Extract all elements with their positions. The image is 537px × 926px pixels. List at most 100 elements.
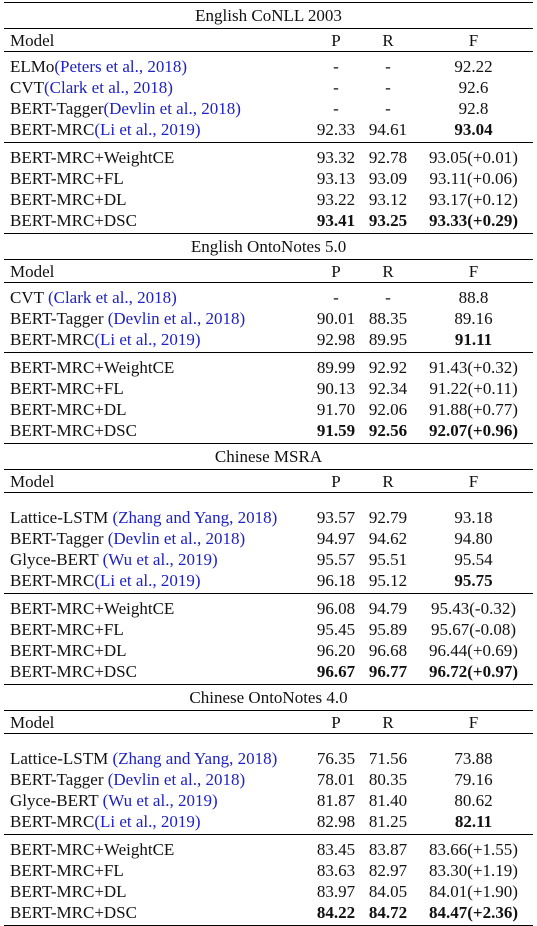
header-row: Model P R F [4,259,534,283]
model-name: BERT-MRC+DL [10,882,127,901]
score-cell: 91.43(+0.32) [429,358,518,377]
model-name: BERT-MRC [10,330,95,349]
score-cell: - [333,99,339,118]
score-cell: 93.13 [316,169,356,188]
results-table: English CoNLL 2003 Model P R F ELMo(Peters et… [4,2,534,926]
score-cell: 88.35 [368,309,408,328]
model-name: BERT-MRC+FL [10,620,124,639]
score-cell: 95.12 [362,570,414,594]
column-header: R [362,710,414,734]
citation: (Wu et al., 2019) [102,791,218,810]
citation: (Clark et al., 2018) [44,78,173,97]
score-cell: 92.6 [458,78,489,97]
column-header: P [310,469,362,493]
score-cell: 95.89 [368,620,408,639]
table-row: BERT-MRC+WeightCE 93.32 92.78 93.05(+0.01) [4,143,533,169]
score-cell: 93.17(+0.12) [429,190,518,209]
score-cell: 93.33(+0.29) [414,210,534,234]
model-name: BERT-MRC+DSC [10,211,137,230]
score-cell: 92.33 [310,119,362,143]
score-cell: 84.22 [310,902,362,926]
column-header: P [310,259,362,283]
score-cell: 83.63 [316,861,356,880]
model-cell: BERT-MRC+FL [4,860,310,881]
model-cell: Lattice-LSTM (Zhang and Yang, 2018) [4,744,310,769]
citation: (Devlin et al., 2018) [103,99,241,118]
title-row: English OntoNotes 5.0 [4,234,534,260]
score-cell: 92.98 [310,329,362,353]
section-title: Chinese OntoNotes 4.0 [4,685,533,711]
model-name: BERT-Tagger [10,770,108,789]
section-title: English OntoNotes 5.0 [4,234,534,260]
score-cell: 82.97 [368,861,408,880]
header-row: Model P R F [4,28,534,52]
table-row: BERT-MRC+DL 96.20 96.68 96.44(+0.69) [4,640,533,661]
header-row: Model P R F [4,710,533,734]
model-name: Lattice-LSTM [10,749,113,768]
score-cell: - [385,78,391,97]
column-header: Model [4,710,310,734]
score-cell: 95.57 [316,550,356,569]
section-table: English OntoNotes 5.0 Model P R F CVT (Clark … [4,234,534,444]
table-row: BERT-MRC+DSC 84.22 84.72 84.47(+2.36) [4,902,533,926]
model-cell: Glyce-BERT (Wu et al., 2019) [4,549,310,570]
model-name: BERT-MRC+WeightCE [10,148,175,167]
table-row: BERT-MRC+FL 90.13 92.34 91.22(+0.11) [4,378,533,399]
citation: (Clark et al., 2018) [47,288,177,307]
model-cell: BERT-MRC+WeightCE [4,353,310,379]
citation: (Li et al., 2019) [94,330,201,349]
table-row: BERT-MRC+DSC 96.67 96.77 96.72(+0.97) [4,661,534,685]
score-cell: 89.95 [362,329,414,353]
score-cell: 73.88 [454,749,493,768]
model-cell: BERT-MRC+FL [4,168,310,189]
model-cell: BERT-MRC+DSC [4,661,310,685]
column-header: F [414,259,534,283]
model-name: ELMo [10,57,55,76]
table-row: BERT-MRC+DSC 93.41 93.25 93.33(+0.29) [4,210,534,234]
column-header: Model [4,28,310,52]
score-cell: 96.77 [362,661,414,685]
model-name: CVT [10,78,44,97]
citation: (Li et al., 2019) [94,571,201,590]
score-cell: 78.01 [316,770,356,789]
model-name: BERT-Tagger [10,529,108,548]
model-name: Glyce-BERT [10,550,103,569]
section-title: Chinese MSRA [4,444,534,470]
score-cell: 94.80 [454,529,493,548]
score-cell: 96.67 [310,661,362,685]
column-header: F [414,710,533,734]
column-header: F [414,28,534,52]
model-name: BERT-MRC+DL [10,641,127,660]
section-title: English CoNLL 2003 [4,3,534,29]
score-cell: 92.92 [368,358,408,377]
score-cell: 80.35 [368,770,408,789]
header-row: Model P R F [4,469,534,493]
score-cell: 83.87 [368,840,408,859]
model-cell: BERT-MRC+DL [4,399,310,420]
score-cell: 80.62 [454,791,493,810]
column-header: R [362,259,414,283]
column-header: Model [4,469,310,493]
score-cell: 92.22 [454,57,493,76]
table-row: BERT-MRC(Li et al., 2019) 96.18 95.12 95.75 [4,570,534,594]
score-cell: 82.98 [310,811,362,835]
score-cell: 93.05(+0.01) [429,148,518,167]
score-cell: 93.12 [368,190,408,209]
model-name: Glyce-BERT [10,791,103,810]
score-cell: 95.45 [316,620,356,639]
column-header: P [310,710,362,734]
score-cell: 84.01(+1.90) [429,882,518,901]
model-cell: BERT-MRC+FL [4,378,310,399]
title-row: Chinese MSRA [4,444,534,470]
column-header: Model [4,259,310,283]
section-table: Chinese MSRA Model P R F Lattice-LSTM (Zhang … [4,444,534,685]
score-cell: 94.79 [368,599,408,618]
score-cell: - [333,288,339,307]
table-row: BERT-MRC+DL 83.97 84.05 84.01(+1.90) [4,881,533,902]
table-row: BERT-Tagger (Devlin et al., 2018) 94.97 94… [4,528,533,549]
model-name: Lattice-LSTM [10,508,113,527]
model-cell: BERT-MRC+FL [4,619,310,640]
score-cell: 92.07(+0.96) [414,420,534,444]
score-cell: - [385,57,391,76]
score-cell: 93.32 [316,148,356,167]
